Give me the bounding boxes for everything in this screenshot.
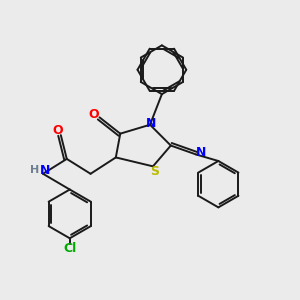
Text: N: N (146, 117, 157, 130)
Text: N: N (40, 164, 51, 177)
Text: S: S (150, 165, 159, 178)
Text: H: H (30, 165, 39, 175)
Text: Cl: Cl (63, 242, 76, 255)
Text: O: O (89, 108, 99, 121)
Text: O: O (52, 124, 63, 137)
Text: N: N (196, 146, 206, 160)
